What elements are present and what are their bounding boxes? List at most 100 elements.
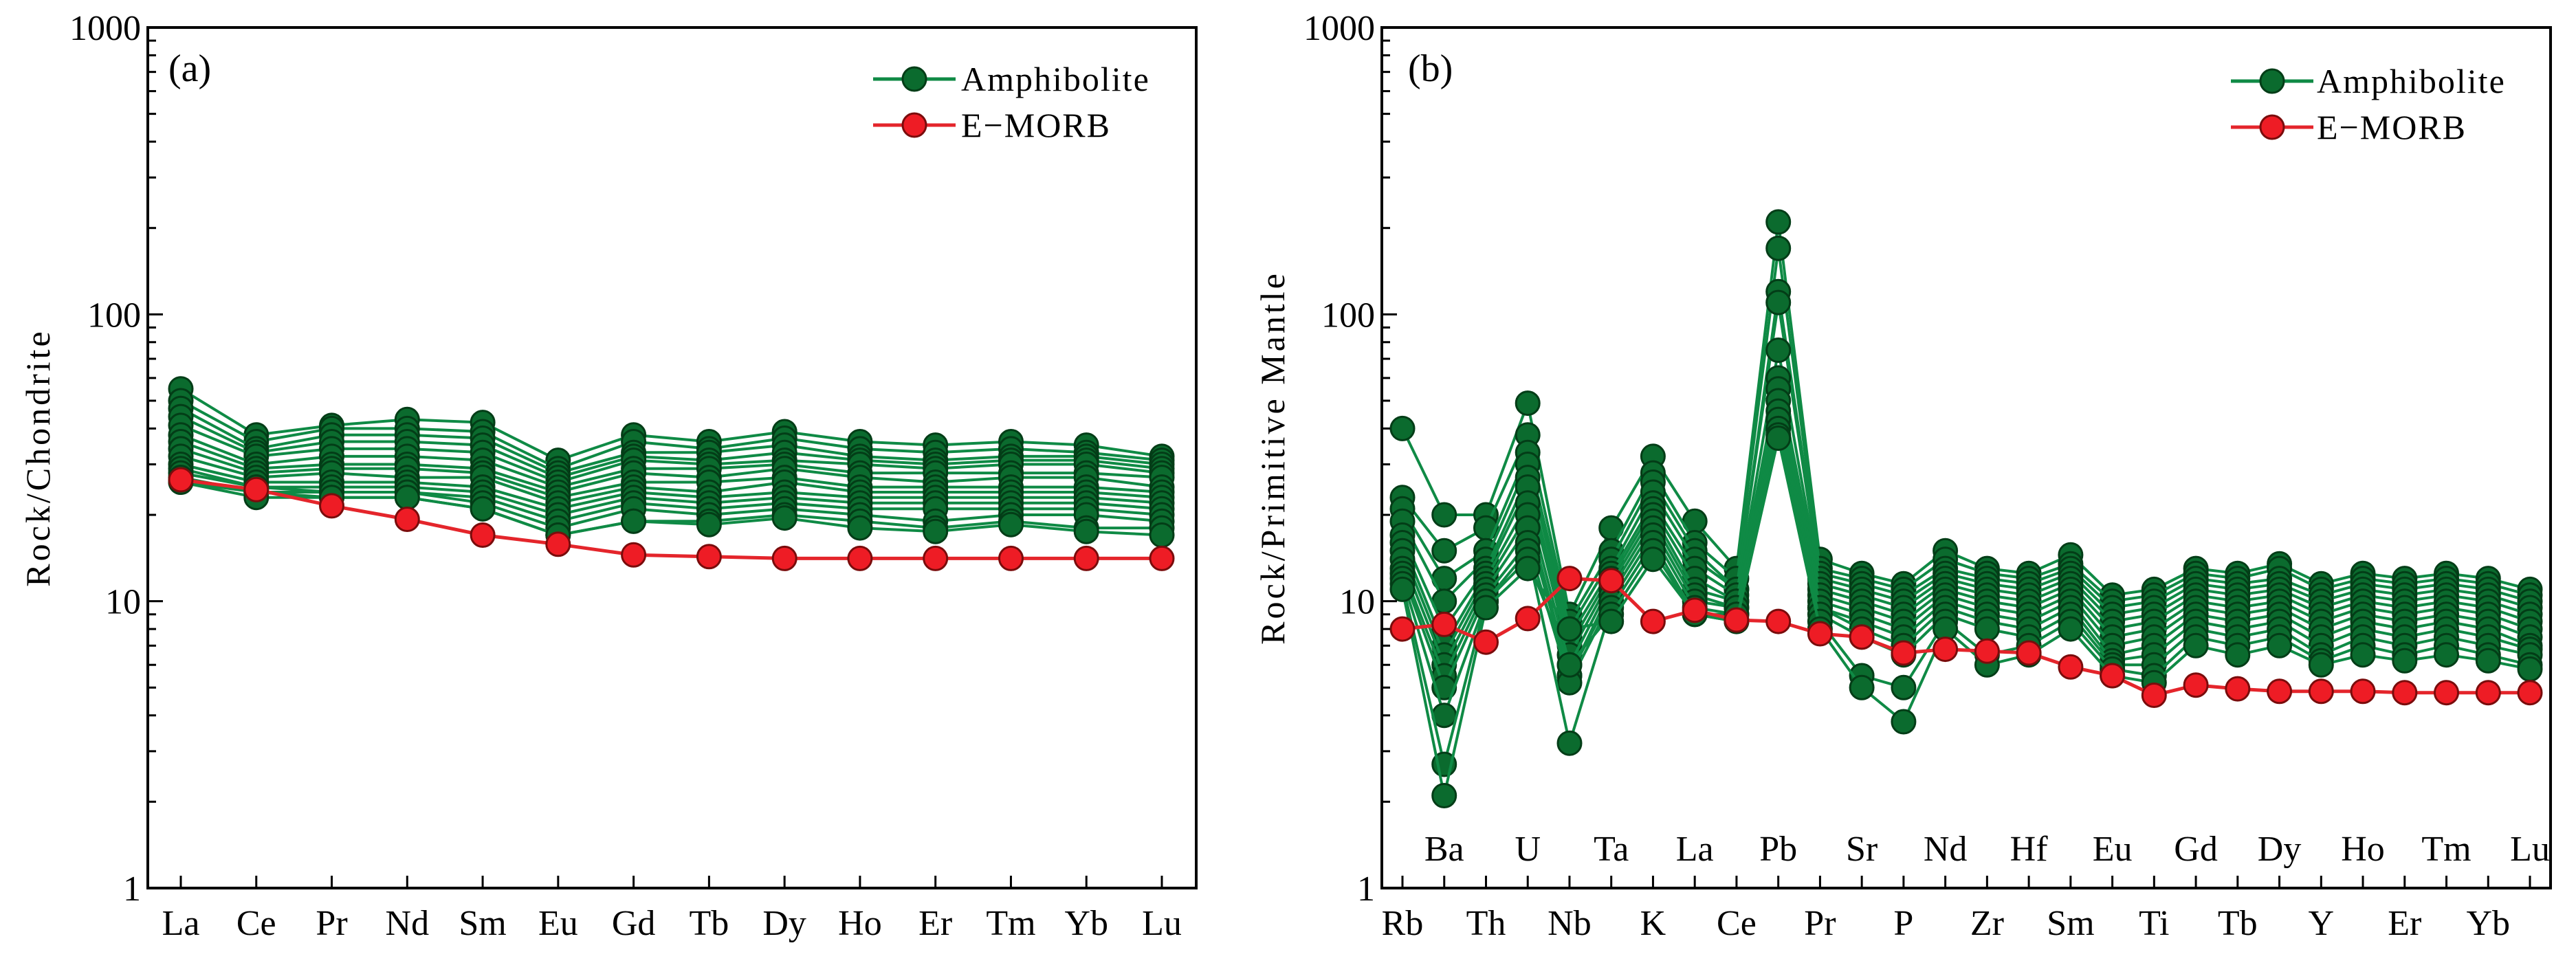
panel-b-amphibolite-line [1401,220,2531,616]
panel-b-x-tick-label-ta: Ta [1594,830,1629,869]
panel-a-emorb-point [771,545,797,571]
panel-b-x-tick-label-lu: Lu [2510,830,2550,869]
panel-a-emorb-point [847,545,873,571]
panel-b-amphibolite-point [2183,632,2209,658]
panel-b-x-tick-label-er: Er [2388,904,2421,943]
panel-a-x-tick-label-gd: Gd [612,904,656,943]
panel-b-y-tick-label: 1 [1357,870,1375,909]
panel-b-x-tick-label-p: P [1893,904,1913,943]
panel-b-amphibolite-point [1974,616,2000,642]
panel-a-amphibolite-point [771,505,797,531]
panel-b-amphibolite-line [1401,433,2531,766]
panel-b-x-tick-label-u: U [1515,830,1541,869]
panel-a-amphibolite-point [621,508,647,534]
panel-b-emorb-line [1402,577,2530,697]
panel-b-x-tick-label-eu: Eu [2093,830,2133,869]
panel-b-amphibolite-line [1401,410,2531,677]
panel-b-amphibolite-point [2267,632,2293,658]
panel-b-x-tick-label-k: K [1640,904,1666,943]
panel-a-amphibolite-point [847,515,873,541]
panel-a-amphibolite-point [696,511,722,538]
panel-a-x-tick-label-ho: Ho [838,904,882,943]
panel-a-frame [146,26,1198,889]
panel-b-emorb-point [2350,678,2376,705]
panel-a-x-tick-label-la: La [162,904,200,943]
panel-b-emorb-point [1974,638,2000,664]
panel-b-emorb-point [1598,568,1625,594]
panel-b-amphibolite-point [1556,616,1583,642]
panel-b-y-tick-label: 10 [1339,583,1375,622]
panel-a-emorb-point [1149,545,1175,571]
panel-a-y-tick-label: 1000 [69,9,141,48]
panel-a-legend: Amphibolite E−MORB [873,60,1150,144]
panel-a-y-tick-label: 100 [87,296,141,335]
panel-b-emorb-point [1389,616,1416,642]
panel-b-x-tick-label-th: Th [1466,904,1506,943]
panel-b-x-tick-label-ce: Ce [1717,904,1757,943]
panel-b-x-tick-label-pb: Pb [1759,830,1797,869]
panel-b-emorb-point [1891,640,1917,666]
panel-a-axes: 1 10 100 1000 La Ce Pr Nd Sm Eu Gd Tb Dy Ho Er Tm Yb Lu [69,9,1182,943]
panel-b-amphibolite-point [1640,546,1666,573]
panel-b-amphibolite-point [2308,652,2334,678]
panel-b-amphibolite-point [1431,538,1457,564]
panel-b-emorb-point [1556,566,1583,592]
panel-a-legend-amphibolite-marker [901,66,927,92]
panel-b-y-axis-label: Rock/Primitive Mantle [1253,271,1292,645]
panel-b-y-tick-label: 1000 [1303,9,1375,48]
panel-a-emorb-point [923,545,949,571]
panel-b-amphibolite-point [1515,555,1541,582]
panel-b-amphibolite-point [1891,674,1917,700]
panel-a-amphibolite-point [470,496,496,522]
panel-a-amphibolite-point [998,511,1024,538]
panel-b-x-tick-label-yb: Yb [2466,904,2510,943]
panel-b-legend-amphibolite-label: Amphibolite [2317,62,2506,100]
panel-b-amphibolite-point [2350,642,2376,668]
panel-b-amphibolite-point [1598,608,1625,634]
panel-b-amphibolite-line [1401,348,2531,647]
panel-b-legend: Amphibolite E−MORB [2231,62,2506,146]
panel-a-amphibolite-point [1149,522,1175,548]
panel-b-emorb-point [1724,607,1750,633]
panel-b-legend-emorb-marker [2259,114,2285,140]
panel-b-emorb-point [2100,663,2126,689]
panel-a-y-axis-label: Rock/Chondrite [19,329,57,586]
panel-a-chart: 1 10 100 1000 La Ce Pr Nd Sm Eu Gd Tb Dy Ho Er Tm Yb Lu (… [19,9,1198,943]
panel-b-emorb-point [2392,680,2418,706]
panel-b-amphibolite-point [1389,415,1416,441]
panel-b-emorb-point [2308,678,2334,705]
panel-b-amphibolite-line [1401,376,2531,656]
panel-b-x-tick-label-ba: Ba [1424,830,1464,869]
panel-b-amphibolite-point [1765,337,1792,363]
panel-b-amphibolite-point [2225,642,2251,668]
panel-b-legend-emorb-label: E−MORB [2317,108,2467,146]
panel-a-x-tick-label-lu: Lu [1142,904,1182,943]
panel-b-emorb-point [1933,637,1959,663]
panel-b-amphibolite-point [1515,390,1541,417]
panel-b-amphibolite-point [1849,674,1875,700]
panel-b-x-tick-label-sm: Sm [2047,904,2094,943]
panel-b-emorb-point [2183,672,2209,698]
panel-b-amphibolite-point [2475,647,2501,674]
panel-b-x-tick-label-la: La [1676,830,1714,869]
panel-b-emorb-point [1682,597,1708,623]
panel-a-emorb-point [394,507,420,532]
panel-b-amphibolite-point [2058,616,2084,642]
panel-b-amphibolite-line [1401,290,2531,631]
panel-b-emorb-point [1431,611,1457,637]
panel-a-marks [168,376,1175,571]
panel-b-amphibolite-point [1765,209,1792,235]
panel-b-emorb-point [2517,680,2543,706]
panel-b-marks [1389,209,2543,808]
panel-b-emorb-point [2475,680,2501,706]
panel-a-legend-amphibolite-label: Amphibolite [961,60,1150,98]
panel-a-emorb-point [998,545,1024,571]
panel-b-emorb-point [1473,629,1499,655]
panel-b-y-tick-label: 100 [1321,296,1375,335]
panel-b-amphibolite-point [1431,783,1457,808]
panel-a-x-tick-label-tb: Tb [690,904,729,943]
panel-a-label: (a) [168,47,211,90]
panel-b-label: (b) [1408,47,1453,90]
panel-a-amphibolite-point [923,518,949,544]
